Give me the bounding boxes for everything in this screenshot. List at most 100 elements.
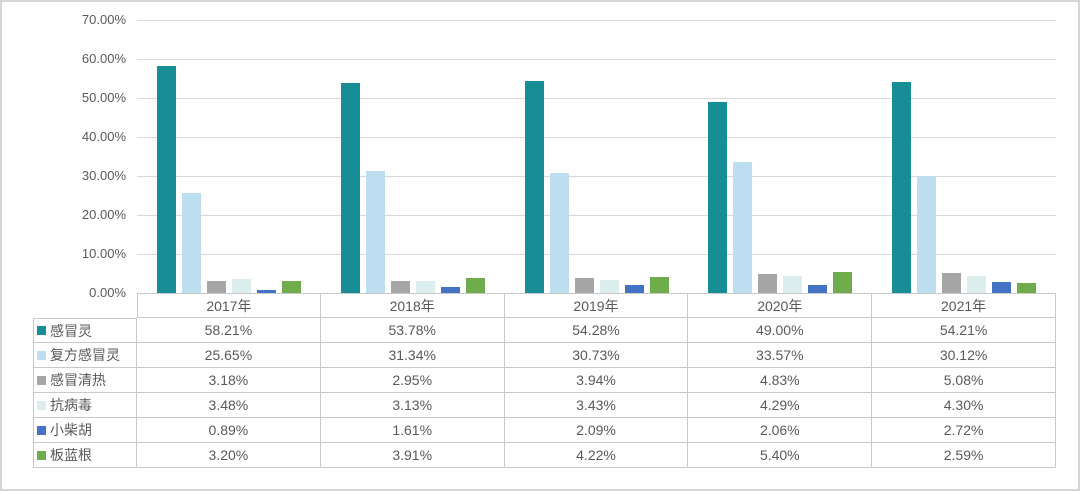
series-name-label: 抗病毒 (50, 397, 92, 413)
bar-抗病毒-2018年 (415, 280, 435, 293)
table-corner-cell (33, 293, 137, 318)
year-header-cell: 2018年 (320, 293, 505, 318)
bar-复方感冒灵-2018年 (365, 170, 385, 293)
value-cell: 2.09% (504, 418, 689, 443)
bar-板蓝根-2019年 (649, 276, 669, 293)
value-cell: 5.40% (688, 443, 873, 468)
value-cell: 4.83% (688, 368, 873, 393)
year-header-cell: 2021年 (872, 293, 1056, 318)
series-legend-cell: 感冒灵 (33, 318, 137, 343)
value-cell: 25.65% (137, 343, 321, 368)
gridline (137, 176, 1056, 177)
bar-板蓝根-2018年 (465, 277, 485, 293)
bar-复方感冒灵-2021年 (917, 175, 937, 293)
value-cell: 1.61% (320, 418, 505, 443)
series-name-label: 小柴胡 (50, 422, 92, 438)
gridline (137, 137, 1056, 138)
series-name-label: 复方感冒灵 (50, 347, 120, 363)
gridline (137, 59, 1056, 60)
bar-小柴胡-2020年 (808, 284, 828, 293)
y-axis-tick-label: 40.00% (81, 129, 126, 144)
bar-抗病毒-2019年 (599, 279, 619, 293)
value-cell: 3.13% (320, 393, 505, 418)
bar-感冒灵-2019年 (524, 81, 544, 293)
bar-小柴胡-2017年 (256, 289, 276, 293)
gridline (137, 20, 1056, 21)
series-legend-cell: 板蓝根 (33, 443, 137, 468)
value-cell: 3.48% (137, 393, 321, 418)
bar-抗病毒-2020年 (783, 276, 803, 293)
series-legend-cell: 抗病毒 (33, 393, 137, 418)
series-name-label: 感冒灵 (50, 322, 92, 339)
value-cell: 3.18% (137, 368, 321, 393)
value-cell: 0.89% (137, 418, 321, 443)
y-axis-tick-label: 50.00% (81, 90, 126, 105)
value-cell: 2.95% (320, 368, 505, 393)
value-cell: 53.78% (320, 318, 505, 343)
series-legend-cell: 感冒清热 (33, 368, 137, 393)
bar-抗病毒-2017年 (231, 279, 251, 293)
value-cell: 30.73% (504, 343, 689, 368)
value-cell: 4.22% (504, 443, 689, 468)
value-cell: 58.21% (137, 318, 321, 343)
bar-板蓝根-2020年 (833, 271, 853, 293)
series-color-swatch-icon (37, 400, 46, 410)
bar-小柴胡-2021年 (992, 282, 1012, 293)
value-cell: 3.20% (137, 443, 321, 468)
value-cell: 54.28% (504, 318, 689, 343)
y-axis-tick-label: 10.00% (81, 246, 126, 261)
series-legend-cell: 小柴胡 (33, 418, 137, 443)
value-cell: 3.91% (320, 443, 505, 468)
value-cell: 30.12% (872, 343, 1056, 368)
series-color-swatch-icon (37, 450, 46, 460)
value-cell: 31.34% (320, 343, 505, 368)
bar-感冒清热-2018年 (390, 281, 410, 293)
value-cell: 49.00% (688, 318, 873, 343)
series-color-swatch-icon (37, 425, 46, 435)
bar-感冒清热-2021年 (942, 273, 962, 293)
bar-复方感冒灵-2017年 (181, 192, 201, 293)
value-cell: 4.29% (688, 393, 873, 418)
bar-感冒灵-2020年 (708, 101, 728, 293)
value-cell: 4.30% (872, 393, 1056, 418)
y-axis-tick-label: 0.00% (89, 285, 126, 300)
bar-板蓝根-2017年 (281, 280, 301, 293)
y-axis-tick-label: 20.00% (81, 207, 126, 222)
series-name-label: 板蓝根 (50, 447, 92, 463)
value-cell: 2.06% (688, 418, 873, 443)
value-cell: 54.21% (872, 318, 1056, 343)
y-axis-tick-label: 60.00% (81, 51, 126, 66)
bar-板蓝根-2021年 (1017, 282, 1037, 293)
series-legend-cell: 复方感冒灵 (33, 343, 137, 368)
y-axis-tick-label: 30.00% (81, 168, 126, 183)
gridline (137, 98, 1056, 99)
series-color-swatch-icon (37, 350, 46, 360)
series-name-label: 感冒清热 (50, 372, 106, 388)
gridline (137, 215, 1056, 216)
value-cell: 5.08% (872, 368, 1056, 393)
year-header-cell: 2020年 (688, 293, 873, 318)
year-header-cell: 2019年 (504, 293, 689, 318)
year-header-cell: 2017年 (137, 293, 321, 318)
value-cell: 33.57% (688, 343, 873, 368)
gridline (137, 254, 1056, 255)
bar-感冒灵-2021年 (892, 81, 912, 293)
bar-复方感冒灵-2020年 (733, 162, 753, 293)
series-color-swatch-icon (37, 326, 46, 335)
value-cell: 2.72% (872, 418, 1056, 443)
chart-data-table: 2017年 2018年 2019年 2020年 2021年感冒灵 58.21% 53.78%… (33, 293, 1056, 468)
bar-复方感冒灵-2019年 (549, 173, 569, 293)
bar-感冒清热-2017年 (206, 280, 226, 293)
y-axis-tick-label: 70.00% (81, 12, 126, 27)
value-cell: 3.94% (504, 368, 689, 393)
bar-感冒灵-2018年 (340, 83, 360, 293)
bar-感冒清热-2019年 (574, 277, 594, 293)
value-cell: 3.43% (504, 393, 689, 418)
series-color-swatch-icon (37, 375, 46, 385)
bar-抗病毒-2021年 (967, 276, 987, 293)
bar-小柴胡-2018年 (440, 286, 460, 293)
bar-感冒清热-2020年 (758, 274, 778, 293)
bar-小柴胡-2019年 (624, 284, 644, 293)
